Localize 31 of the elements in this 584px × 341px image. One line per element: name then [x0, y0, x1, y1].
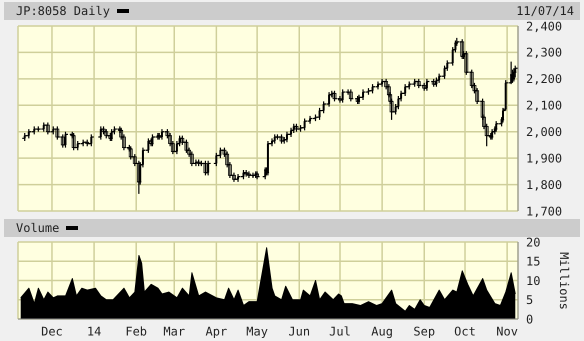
chart-title: JP:8058 Daily: [16, 4, 110, 18]
y-tick-label: 1,800: [526, 178, 562, 192]
candlestick: [348, 88, 353, 102]
x-tick-label: Apr: [206, 324, 228, 339]
y-tick-label: 10: [526, 274, 540, 288]
y-tick-label: 0: [526, 312, 534, 326]
y-tick-label: 2,000: [526, 124, 562, 139]
y-tick-label: 20: [526, 235, 540, 250]
x-tick-label: Jun: [288, 324, 310, 339]
x-tick-label: May: [246, 324, 268, 339]
y-tick-label: 1,700: [526, 204, 562, 218]
x-tick-label: 14: [86, 324, 102, 339]
x-tick-label: Dec: [41, 324, 63, 339]
y-tick-label: 1,900: [526, 151, 562, 166]
y-axis-title: Millions: [556, 250, 572, 312]
y-tick-label: 2,300: [526, 46, 562, 60]
y-tick-label: 5: [526, 293, 534, 308]
y-tick-label: 2,100: [526, 98, 562, 113]
x-tick-label: Jul: [329, 324, 351, 339]
y-tick-label: 2,400: [526, 19, 562, 34]
x-tick-label: Oct: [454, 324, 476, 339]
y-tick-label: 15: [526, 254, 540, 269]
x-tick-label: Mar: [163, 324, 186, 339]
x-tick-label: Sep: [413, 324, 436, 339]
y-tick-label: 2,200: [526, 72, 562, 86]
x-tick-label: Nov: [496, 324, 518, 339]
text: 11/07/14: [516, 4, 574, 18]
chart-title: Volume: [16, 221, 60, 235]
x-tick-label: Feb: [125, 324, 148, 339]
x-tick-label: Aug: [371, 324, 393, 339]
candlestick: [190, 150, 194, 167]
